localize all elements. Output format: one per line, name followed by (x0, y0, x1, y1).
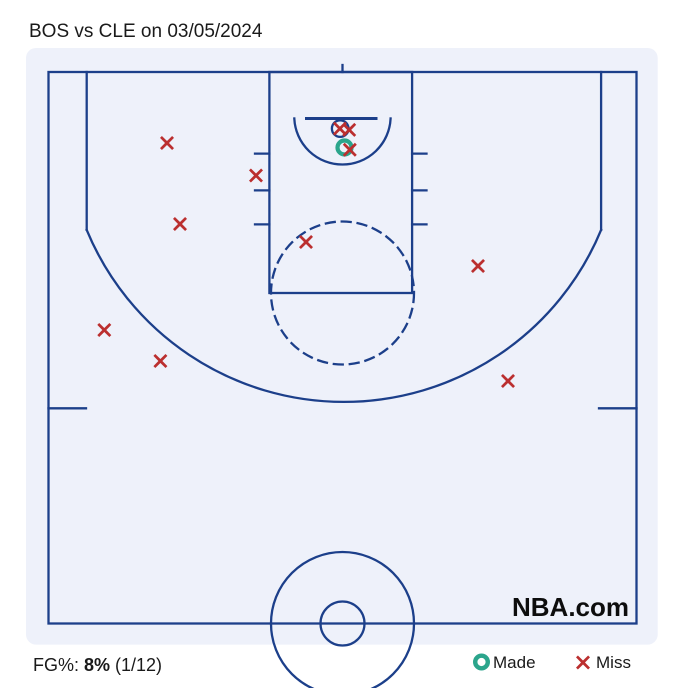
svg-text:NBA.com: NBA.com (512, 592, 629, 622)
